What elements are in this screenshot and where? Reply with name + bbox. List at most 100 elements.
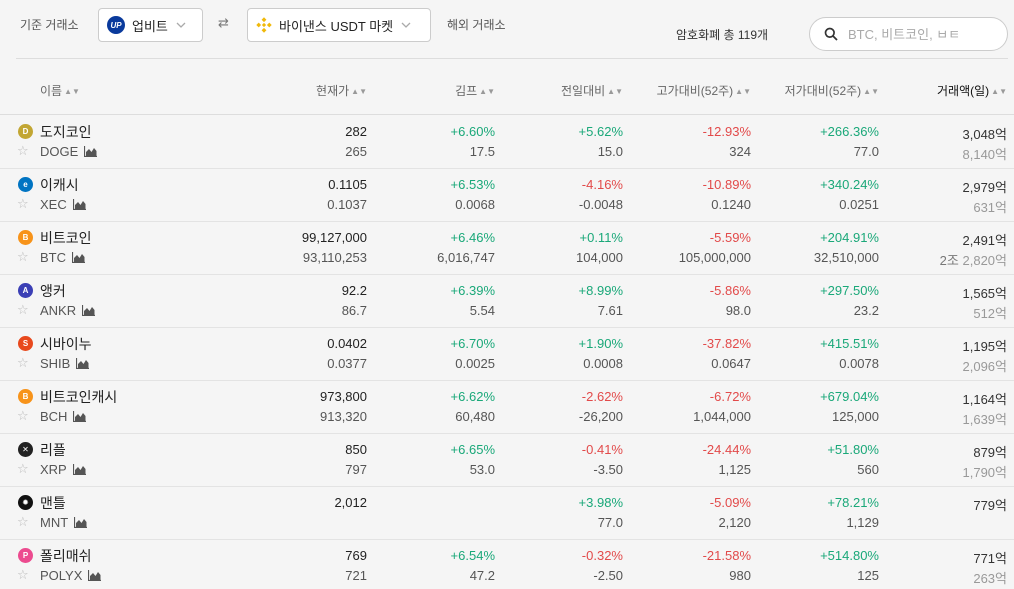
- coin-name[interactable]: 폴리매쉬: [40, 548, 92, 564]
- table-row[interactable]: B ☆ 비트코인 BTC 99,127,000 93,110,253 +6.46…: [0, 222, 1014, 275]
- volume-foreign: 2,096억: [963, 356, 1008, 375]
- coin-symbol: MNT: [40, 515, 88, 530]
- table-row[interactable]: e ☆ 이캐시 XEC 0.1105 0.1037 +6.53% 0.0068 …: [0, 169, 1014, 222]
- col-low-52w[interactable]: 저가대비(52주) ▲▼: [785, 82, 879, 99]
- price-foreign: 0.0377: [327, 356, 367, 371]
- search-box[interactable]: [809, 17, 1008, 51]
- chart-icon[interactable]: [72, 252, 85, 263]
- ripple-icon: ✕: [18, 442, 33, 457]
- foreign-exchange-label: 해외 거래소: [447, 18, 506, 32]
- doge-icon: D: [18, 124, 33, 139]
- coin-table-body: D ☆ 도지코인 DOGE 282 265 +6.60% 17.5 +5.62%…: [0, 116, 1014, 589]
- col-name[interactable]: 이름 ▲▼: [40, 82, 80, 99]
- col-name-label: 이름: [40, 84, 63, 98]
- price-krw: 0.1105: [328, 177, 367, 192]
- chart-icon[interactable]: [74, 517, 88, 528]
- chart-icon[interactable]: [72, 464, 86, 475]
- low-52w-percent: +340.24%: [820, 177, 879, 192]
- base-exchange-select[interactable]: UP 업비트: [98, 8, 203, 42]
- price-foreign: 0.1037: [327, 197, 367, 212]
- favorite-star-icon[interactable]: ☆: [17, 249, 29, 264]
- favorite-star-icon[interactable]: ☆: [17, 514, 29, 529]
- low-52w-percent: +51.80%: [827, 442, 879, 457]
- chart-icon[interactable]: [82, 305, 96, 316]
- chart-icon[interactable]: [84, 146, 98, 157]
- coin-name[interactable]: 시바이누: [40, 336, 92, 352]
- high-52w-percent: -10.89%: [702, 177, 751, 192]
- table-row[interactable]: D ☆ 도지코인 DOGE 282 265 +6.60% 17.5 +5.62%…: [0, 116, 1014, 169]
- volume-krw: 771억: [973, 551, 1007, 566]
- volume-krw: 879억: [973, 445, 1007, 460]
- ecash-icon: e: [18, 177, 33, 192]
- binance-logo-icon: [256, 17, 272, 33]
- table-row[interactable]: ✕ ☆ 리플 XRP 850 797 +6.65% 53.0 -0.41% -3…: [0, 434, 1014, 487]
- col-kimp[interactable]: 김프 ▲▼: [455, 82, 495, 99]
- base-exchange-label: 기준 거래소: [20, 18, 79, 32]
- coin-symbol-text: MNT: [40, 515, 69, 530]
- swap-exchange-icon[interactable]: ⇄: [218, 15, 229, 30]
- volume-foreign: 512억: [973, 303, 1007, 322]
- favorite-star-icon[interactable]: ☆: [17, 196, 29, 211]
- chart-icon[interactable]: [76, 358, 90, 369]
- coin-name[interactable]: 앵커: [40, 283, 66, 299]
- top-divider: [16, 58, 1008, 59]
- search-input[interactable]: [848, 26, 998, 42]
- coin-name[interactable]: 맨틀: [40, 495, 66, 511]
- high-52w-value: 324: [729, 144, 751, 159]
- col-day-change[interactable]: 전일대비 ▲▼: [561, 82, 623, 99]
- sort-icon: ▲▼: [735, 87, 751, 96]
- favorite-star-icon[interactable]: ☆: [17, 567, 29, 582]
- coin-name[interactable]: 리플: [40, 442, 66, 458]
- coin-symbol: BCH: [40, 409, 87, 424]
- chart-icon[interactable]: [73, 411, 87, 422]
- price-krw: 99,127,000: [301, 230, 367, 245]
- volume-krw: 3,048억: [962, 127, 1008, 142]
- day-change-value: 104,000: [576, 250, 623, 265]
- high-52w-value: 980: [729, 568, 751, 583]
- foreign-exchange-select[interactable]: 바이낸스 USDT 마켓: [247, 8, 431, 42]
- high-52w-percent: -24.44%: [702, 442, 751, 457]
- price-foreign: 86.7: [341, 303, 367, 318]
- high-52w-percent: -37.82%: [702, 336, 751, 351]
- coin-name[interactable]: 비트코인: [40, 230, 92, 246]
- coin-name[interactable]: 도지코인: [40, 124, 92, 140]
- low-52w-percent: +297.50%: [820, 283, 879, 298]
- favorite-star-icon[interactable]: ☆: [17, 461, 29, 476]
- col-price[interactable]: 현재가 ▲▼: [316, 82, 367, 99]
- coin-name[interactable]: 비트코인캐시: [40, 389, 118, 405]
- crypto-count: 암호화폐 총 119개: [676, 28, 769, 42]
- day-change-percent: -2.62%: [581, 389, 623, 404]
- volume-krw: 779억: [973, 498, 1007, 513]
- volume-foreign-value: 2,096억: [962, 359, 1008, 374]
- table-row[interactable]: S ☆ 시바이누 SHIB 0.0402 0.0377 +6.70% 0.002…: [0, 328, 1014, 381]
- table-row[interactable]: P ☆ 폴리매쉬 POLYX 769 721 +6.54% 47.2 -0.32…: [0, 540, 1014, 589]
- high-52w-value: 1,125: [718, 462, 751, 477]
- volume-foreign: 263억: [973, 568, 1007, 587]
- chart-icon[interactable]: [72, 199, 86, 210]
- table-row[interactable]: B ☆ 비트코인캐시 BCH 973,800 913,320 +6.62% 60…: [0, 381, 1014, 434]
- col-high-52w[interactable]: 고가대비(52주) ▲▼: [657, 82, 751, 99]
- table-row[interactable]: ✹ ☆ 맨틀 MNT 2,012 +3.98% 77.0 -5.09% 2,12…: [0, 487, 1014, 540]
- low-52w-value: 125: [857, 568, 879, 583]
- low-52w-value: 1,129: [846, 515, 879, 530]
- table-row[interactable]: A ☆ 앵커 ANKR 92.2 86.7 +6.39% 5.54 +8.99%…: [0, 275, 1014, 328]
- coin-name[interactable]: 이캐시: [40, 177, 79, 193]
- top-bar: 기준 거래소 UP 업비트 ⇄ 바이낸스 USDT 마켓 해외 거래소 암호화폐…: [0, 0, 1014, 58]
- coin-symbol-text: XRP: [40, 462, 67, 477]
- favorite-star-icon[interactable]: ☆: [17, 408, 29, 423]
- volume-foreign: 1,790억: [963, 462, 1008, 481]
- coin-symbol-text: DOGE: [40, 144, 79, 159]
- col-volume[interactable]: 거래액(일) ▲▼: [937, 82, 1007, 99]
- favorite-star-icon[interactable]: ☆: [17, 302, 29, 317]
- col-volume-label: 거래액(일): [937, 84, 990, 98]
- chart-icon[interactable]: [88, 570, 102, 581]
- bitcoin-cash-icon: B: [18, 389, 33, 404]
- coin-symbol: ANKR: [40, 303, 96, 318]
- coin-symbol-text: BCH: [40, 409, 68, 424]
- high-52w-percent: -5.86%: [709, 283, 751, 298]
- sort-desc-icon: ▲▼: [991, 87, 1007, 96]
- day-change-percent: -0.32%: [581, 548, 623, 563]
- kimp-diff: 60,480: [455, 409, 495, 424]
- favorite-star-icon[interactable]: ☆: [17, 355, 29, 370]
- favorite-star-icon[interactable]: ☆: [17, 143, 29, 158]
